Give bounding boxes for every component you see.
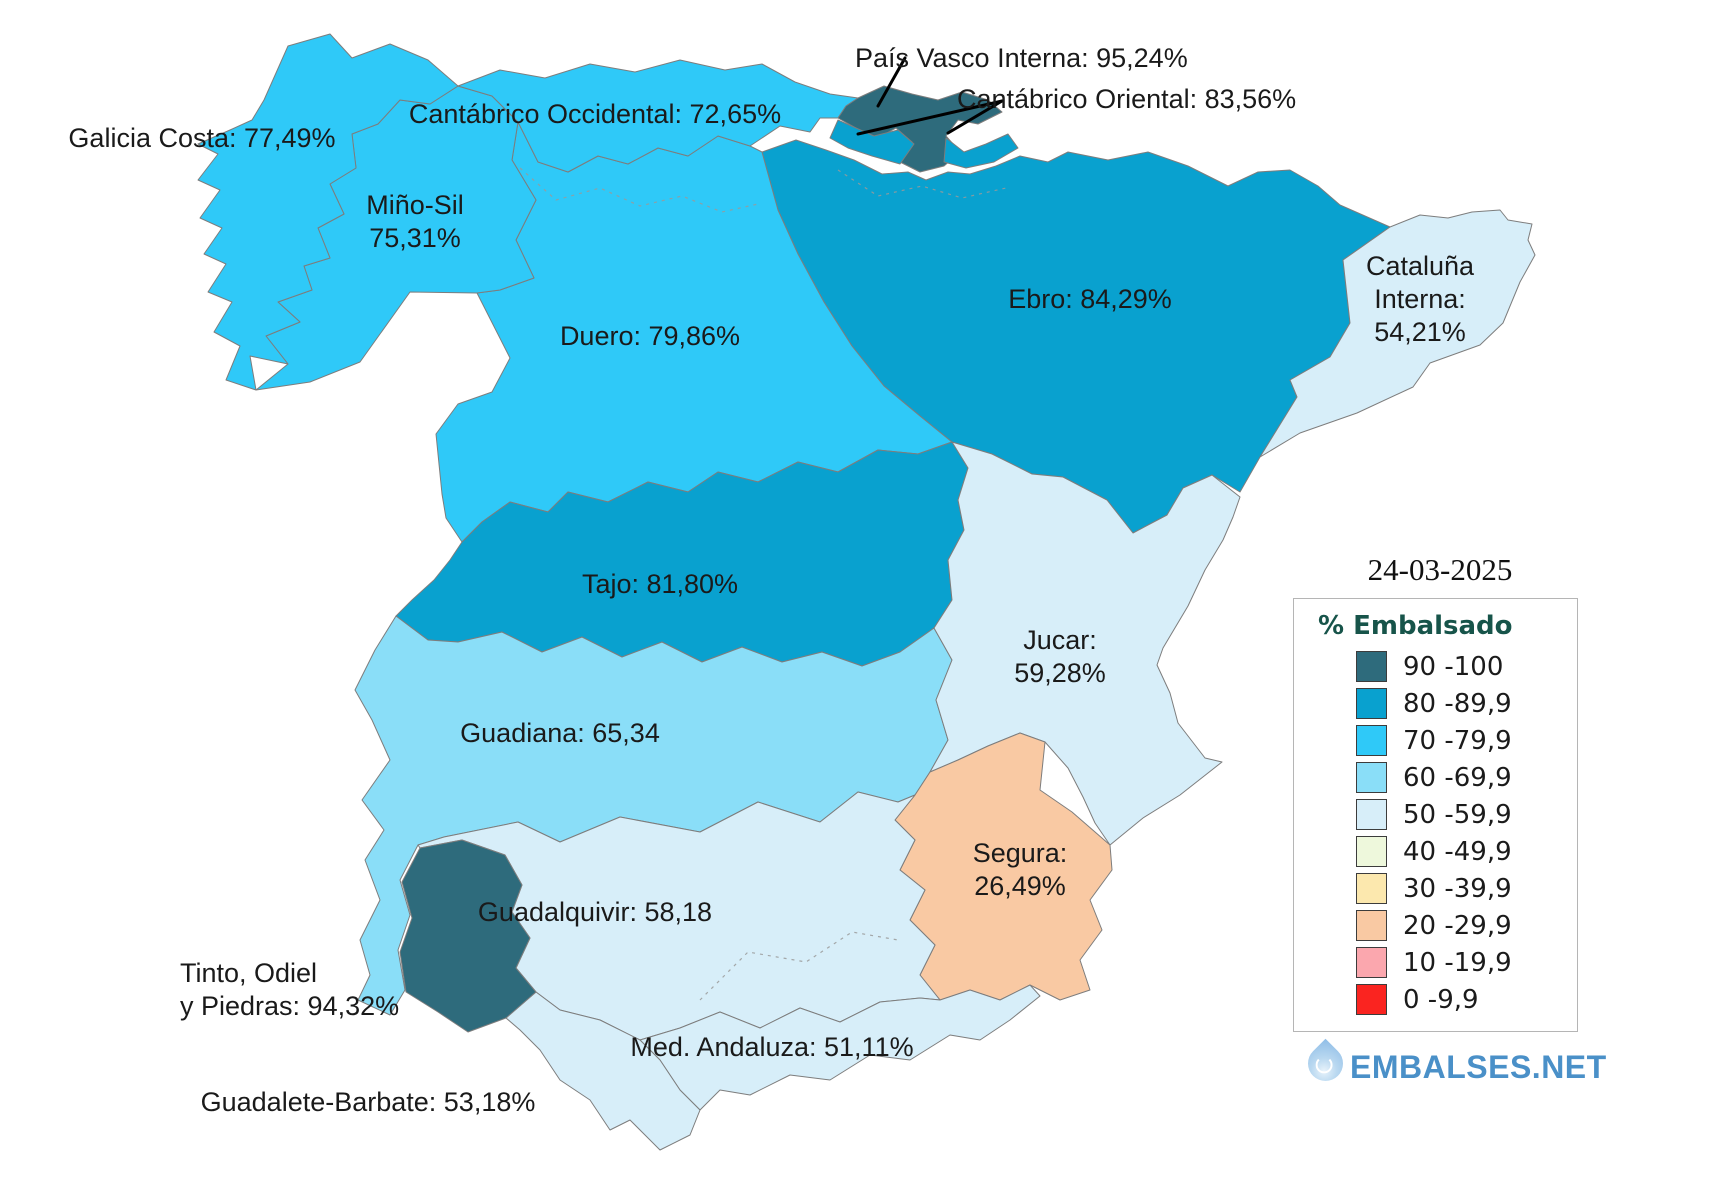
label-line: Interna:: [1374, 284, 1466, 314]
label-line: Cantábrico Occidental: 72,65%: [408, 99, 782, 129]
label-guadalquivir: Guadalquivir: 58,18: [478, 896, 712, 929]
legend-swatch-20-29: [1356, 910, 1387, 941]
label-cantabrico-oriental: Cantábrico Oriental: 83,56%: [957, 83, 1296, 116]
region-cataluna-interna[interactable]: [1259, 209, 1536, 458]
label-line: Galicia Costa: 77,49%: [68, 123, 336, 153]
legend-range-label: 90 -100: [1403, 652, 1504, 682]
label-line: 59,28%: [1014, 658, 1106, 688]
label-ebro: Ebro: 84,29%: [1008, 283, 1172, 316]
label-line: Jucar:: [1023, 625, 1097, 655]
label-guadiana: Guadiana: 65,34: [460, 717, 660, 750]
leader-line-cantabrico-oriental-2: [946, 99, 1004, 135]
label-line: País Vasco Interna: 95,24%: [855, 43, 1188, 73]
legend-swatch-40-49: [1356, 836, 1387, 867]
label-line: 75,31%: [369, 223, 461, 253]
legend-range-label: 10 -19,9: [1403, 948, 1512, 978]
label-med-andaluza: Med. Andaluza: 51,11%: [630, 1031, 913, 1064]
label-line: Segura:: [972, 838, 1068, 868]
legend-swatch-50-59: [1356, 799, 1387, 830]
legend-range-label: 60 -69,9: [1403, 763, 1512, 793]
legend-swatch-80-89: [1356, 688, 1387, 719]
label-line: Cataluña: [1365, 251, 1475, 281]
map-date: 24-03-2025: [1367, 552, 1513, 587]
region-galicia-costa[interactable]: [197, 33, 459, 391]
label-galicia-costa: Galicia Costa: 77,49%: [68, 122, 335, 155]
label-cantabrico-occidental: Cantábrico Occidental: 72,65%: [409, 98, 781, 131]
label-line: Cantábrico Oriental: 83,56%: [957, 84, 1297, 114]
label-guadalete-barbate: Guadalete-Barbate: 53,18%: [201, 1086, 536, 1119]
label-line: Guadalquivir: 58,18: [477, 897, 713, 927]
label-line: 26,49%: [974, 871, 1066, 901]
region-cantabrico-oriental[interactable]: [829, 119, 1019, 169]
legend-box: % Embalsado 90 -100 80 -89,9 70 -79,9 60…: [1293, 598, 1578, 1032]
legend-swatch-90-100: [1356, 651, 1387, 682]
legend-swatch-60-69: [1356, 762, 1387, 793]
legend-title: % Embalsado: [1318, 611, 1513, 641]
province-boundary-lines: [519, 167, 1007, 1001]
region-jucar[interactable]: [929, 441, 1241, 846]
region-cantabrico-occidental[interactable]: [457, 59, 859, 173]
label-line: Tinto, Odiel: [180, 958, 318, 988]
label-tajo: Tajo: 81,80%: [582, 568, 738, 601]
region-guadalete-barbate[interactable]: [505, 991, 701, 1151]
legend-range-label: 80 -89,9: [1403, 689, 1512, 719]
label-jucar: Jucar: 59,28%: [1014, 624, 1106, 690]
label-line: Guadalete-Barbate: 53,18%: [200, 1087, 536, 1117]
water-drop-icon: [1300, 1038, 1351, 1089]
label-line: y Piedras: 94,32%: [180, 991, 400, 1021]
leader-line-pais-vasco: [876, 56, 907, 108]
legend-range-label: 40 -49,9: [1403, 837, 1512, 867]
legend-swatch-70-79: [1356, 725, 1387, 756]
label-line: Med. Andaluza: 51,11%: [630, 1032, 914, 1062]
legend-range-label: 0 -9,9: [1403, 985, 1479, 1015]
label-segura: Segura: 26,49%: [973, 837, 1068, 903]
logo-text: EMBALSES.NET: [1350, 1049, 1607, 1085]
label-line: Miño-Sil: [366, 190, 464, 220]
region-tinto-odiel-piedras[interactable]: [399, 839, 537, 1033]
legend-range-label: 20 -29,9: [1403, 911, 1512, 941]
label-line: Guadiana: 65,34: [460, 718, 660, 748]
legend-range-label: 70 -79,9: [1403, 726, 1512, 756]
label-mino-sil: Miño-Sil 75,31%: [366, 189, 464, 255]
label-line: Tajo: 81,80%: [581, 569, 739, 599]
legend-swatch-0-9: [1356, 984, 1387, 1015]
legend-range-label: 30 -39,9: [1403, 874, 1512, 904]
label-duero: Duero: 79,86%: [560, 320, 740, 353]
legend-swatch-10-19: [1356, 947, 1387, 978]
label-pais-vasco-interna: País Vasco Interna: 95,24%: [855, 42, 1188, 75]
legend-swatch-30-39: [1356, 873, 1387, 904]
legend-range-label: 50 -59,9: [1403, 800, 1512, 830]
leader-line-cantabrico-oriental-1: [856, 99, 1004, 136]
label-line: Duero: 79,86%: [559, 321, 741, 351]
label-line: 54,21%: [1374, 317, 1466, 347]
label-tinto-odiel-piedras: Tinto, Odiel y Piedras: 94,32%: [180, 957, 399, 1023]
region-med-andaluza[interactable]: [639, 984, 1041, 1111]
label-cataluna-interna: Cataluña Interna: 54,21%: [1366, 250, 1474, 349]
embalses-net-logo[interactable]: EMBALSES.NET: [1300, 1036, 1606, 1096]
label-line: Ebro: 84,29%: [1008, 284, 1172, 314]
